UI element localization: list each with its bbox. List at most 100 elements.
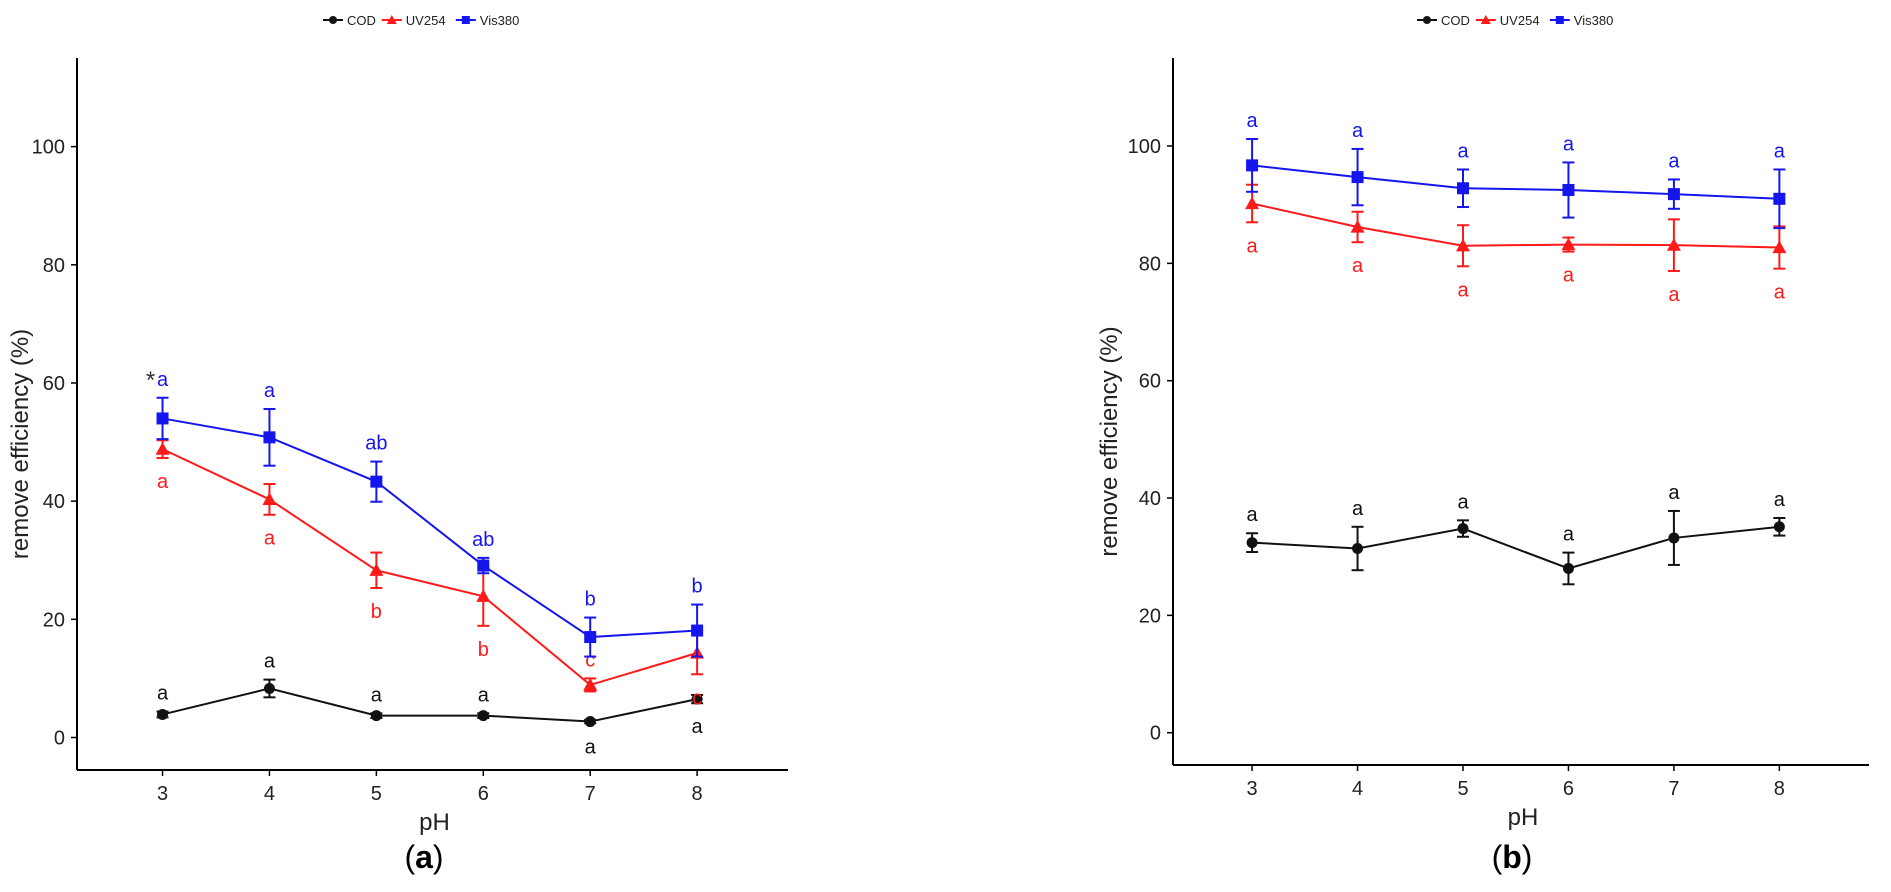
y-tick-label: 40 <box>43 491 65 513</box>
data-point-uv254 <box>1350 219 1365 233</box>
data-point-cod <box>370 710 382 722</box>
data-point-vis380 <box>1351 171 1364 184</box>
significance-label-uv254: a <box>1457 279 1469 301</box>
significance-label-uv254: b <box>371 601 382 623</box>
legend-label: UV254 <box>406 13 446 28</box>
significance-label-uv254: b <box>478 639 489 661</box>
significance-label-uv254: a <box>1774 282 1786 304</box>
data-point-uv254 <box>1772 240 1787 254</box>
y-tick-label: 20 <box>1139 605 1161 627</box>
legend-item-vis380: Vis380 <box>455 13 520 28</box>
y-tick-label: 60 <box>1139 371 1161 393</box>
significance-label-cod: a <box>585 736 597 758</box>
y-axis-label: remove efficiency (%) <box>7 329 34 559</box>
x-axis-label: pH <box>419 809 450 836</box>
significance-label-uv254: a <box>1563 265 1575 287</box>
data-point-vis380 <box>477 559 490 572</box>
data-point-uv254 <box>583 677 598 691</box>
y-tick-label: 0 <box>54 728 65 750</box>
series-line-vis380 <box>1251 164 1780 200</box>
data-point-uv254 <box>369 563 384 576</box>
legend-marker <box>1555 16 1564 24</box>
significance-label-vis380: b <box>692 576 703 598</box>
data-point-cod <box>1246 537 1258 549</box>
x-tick-label: 4 <box>264 783 275 805</box>
significance-label-cod: a <box>1352 498 1364 520</box>
series-line-cod <box>1252 525 1780 570</box>
legend-item-uv254: UV254 <box>1475 13 1540 28</box>
significance-label-uv254: a <box>264 528 276 550</box>
legend-label: COD <box>347 13 376 28</box>
legend-item-uv254: UV254 <box>381 13 446 28</box>
data-point-cod <box>477 710 489 722</box>
x-tick-label: 7 <box>1668 778 1679 800</box>
legend-marker <box>1480 15 1491 24</box>
significance-label-cod: a <box>1774 489 1786 511</box>
x-tick-label: 5 <box>371 783 382 805</box>
significance-label-uv254: c <box>585 649 595 671</box>
data-point-uv254 <box>1561 237 1576 251</box>
x-tick-label: 8 <box>692 783 703 805</box>
panel-caption: (a) <box>404 839 443 875</box>
significance-label-uv254: a <box>1668 284 1680 306</box>
data-point-cod <box>1773 521 1785 533</box>
data-point-uv254 <box>1456 238 1470 252</box>
significance-label-vis380: a <box>264 380 276 402</box>
y-tick-label: 0 <box>1150 723 1161 745</box>
legend-marker <box>386 15 397 24</box>
data-point-cod <box>1562 562 1574 574</box>
data-point-uv254 <box>1666 238 1681 251</box>
y-tick-label: 20 <box>43 609 65 631</box>
y-tick-label: 80 <box>43 255 65 277</box>
series-line-uv254 <box>162 448 698 687</box>
significance-label-vis380: a <box>157 369 169 391</box>
significance-asterisk: * <box>146 367 155 394</box>
x-tick-label: 5 <box>1457 778 1468 800</box>
significance-label-cod: a <box>157 683 169 705</box>
legend-item-cod: COD <box>1417 13 1470 28</box>
data-point-cod <box>1457 523 1469 535</box>
significance-label-cod: a <box>1563 524 1575 546</box>
x-tick-label: 3 <box>1247 778 1258 800</box>
significance-label-vis380: a <box>1774 140 1786 162</box>
significance-label-cod: a <box>478 684 490 706</box>
x-tick-label: 6 <box>1563 778 1574 800</box>
data-point-vis380 <box>1773 192 1786 205</box>
significance-label-uv254: c <box>692 687 702 709</box>
series-line-cod <box>162 687 698 723</box>
legend-item-cod: COD <box>323 13 376 28</box>
significance-label-cod: a <box>1247 504 1259 526</box>
x-tick-label: 7 <box>585 783 596 805</box>
data-point-uv254 <box>1245 196 1260 210</box>
legend-item-vis380: Vis380 <box>1549 13 1613 28</box>
data-point-cod <box>584 716 596 728</box>
significance-label-vis380: a <box>1352 120 1364 142</box>
significance-label-cod: a <box>371 684 383 706</box>
significance-label-cod: a <box>1457 491 1469 513</box>
data-point-cod <box>1352 542 1364 554</box>
data-point-vis380 <box>1457 182 1469 195</box>
data-point-cod <box>691 693 703 705</box>
x-axis-label: pH <box>1508 804 1539 831</box>
data-point-uv254 <box>262 492 277 505</box>
legend-marker <box>329 16 337 24</box>
data-point-vis380 <box>1562 184 1575 197</box>
data-point-vis380 <box>156 412 169 425</box>
x-tick-label: 8 <box>1774 778 1785 800</box>
series-line-uv254 <box>1251 202 1780 249</box>
legend-label: Vis380 <box>480 13 520 28</box>
data-point-vis380 <box>584 631 597 644</box>
significance-label-uv254: a <box>1352 255 1364 277</box>
y-tick-label: 100 <box>1128 136 1161 158</box>
significance-label-cod: a <box>264 651 276 673</box>
significance-label-vis380: b <box>585 589 596 611</box>
data-point-vis380 <box>691 624 704 637</box>
y-tick-label: 60 <box>43 373 65 395</box>
panel-caption: (b) <box>1492 839 1533 875</box>
x-tick-label: 6 <box>478 783 489 805</box>
data-point-cod <box>263 682 275 694</box>
y-axis-label: remove efficiency (%) <box>1096 326 1123 556</box>
significance-label-vis380: a <box>1247 110 1259 132</box>
data-point-vis380 <box>1667 188 1680 201</box>
